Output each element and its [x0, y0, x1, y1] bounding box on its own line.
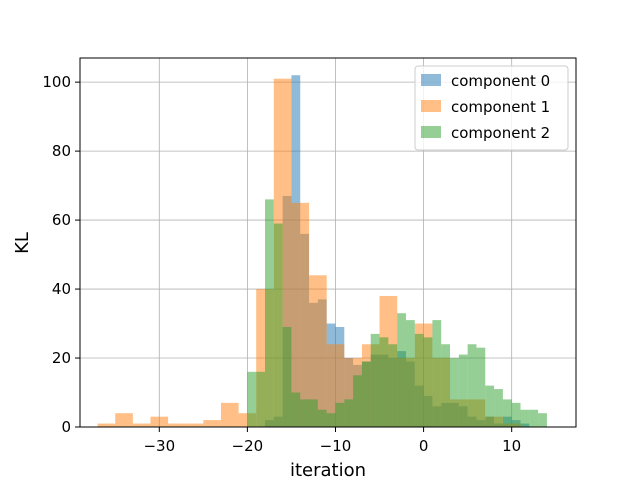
histogram-bar — [256, 371, 266, 427]
legend-swatch — [421, 74, 441, 86]
histogram-bar — [450, 358, 459, 427]
histogram-bar — [335, 402, 345, 427]
histogram-bar — [467, 344, 477, 427]
legend-swatch — [421, 100, 441, 112]
legend-label: component 2 — [451, 124, 550, 142]
histogram-bar — [309, 399, 318, 427]
histogram-bar — [115, 413, 133, 427]
histogram-bar — [423, 337, 433, 427]
histogram-bar — [273, 223, 283, 427]
histogram-bar — [220, 402, 239, 427]
legend-label: component 1 — [451, 98, 550, 116]
histogram-bar — [265, 199, 274, 427]
histogram-bar — [344, 399, 354, 427]
histogram-bar — [379, 337, 389, 427]
histogram-bar — [520, 409, 530, 427]
histogram-bar — [282, 326, 292, 427]
histogram-bar — [529, 409, 539, 427]
histogram-bar — [458, 354, 468, 427]
y-tick-label: 20 — [52, 349, 71, 367]
histogram-bar — [441, 344, 451, 427]
axes-frame — [79, 57, 577, 428]
y-tick-label: 100 — [42, 73, 71, 91]
histogram-bar — [317, 409, 327, 427]
histogram-bar — [538, 413, 547, 427]
legend-label: component 0 — [451, 72, 550, 90]
y-axis-label: KL — [12, 232, 33, 254]
histogram-bar — [432, 320, 442, 427]
histogram-bar — [511, 402, 521, 427]
y-tick-label: 60 — [52, 211, 71, 229]
histogram-bar — [414, 333, 424, 427]
histogram-bar — [291, 202, 310, 427]
histogram-bar — [388, 344, 398, 427]
y-tick-label: 0 — [61, 418, 71, 436]
histogram-bar — [326, 413, 336, 427]
y-tick-label: 40 — [52, 280, 71, 298]
legend-frame — [414, 65, 569, 151]
histogram-bar — [405, 320, 415, 427]
x-tick-label: 10 — [502, 437, 521, 455]
histogram-bar — [485, 385, 495, 427]
y-tick-label: 80 — [52, 142, 71, 160]
histogram-bar — [300, 399, 310, 427]
histogram-bar — [494, 389, 503, 427]
histogram-bar — [291, 392, 301, 427]
histogram-bar — [353, 375, 362, 427]
histogram-bar — [476, 347, 486, 427]
x-tick-label: −30 — [143, 437, 175, 455]
histogram-bar — [132, 423, 151, 427]
bars — [97, 75, 547, 428]
histogram-bar — [203, 420, 221, 427]
histogram-bar — [502, 399, 512, 427]
histogram-bar — [397, 313, 406, 427]
histogram-bar — [168, 423, 186, 427]
x-tick-label: 0 — [419, 437, 429, 455]
histogram-bar — [370, 333, 380, 427]
histogram-bar — [247, 371, 257, 427]
histogram-bar — [150, 416, 169, 427]
histogram-bar — [309, 275, 327, 427]
x-tick-label: −20 — [232, 437, 264, 455]
series-2-bars — [247, 199, 547, 427]
histogram-bar — [361, 361, 371, 427]
x-axis-label: iteration — [290, 460, 366, 480]
x-tick-label: −10 — [320, 437, 352, 455]
histogram-bar — [185, 423, 204, 427]
legend-swatch — [421, 126, 441, 138]
histogram-bar — [97, 423, 116, 427]
legend: component 0 component 1 component 2 — [414, 65, 569, 151]
